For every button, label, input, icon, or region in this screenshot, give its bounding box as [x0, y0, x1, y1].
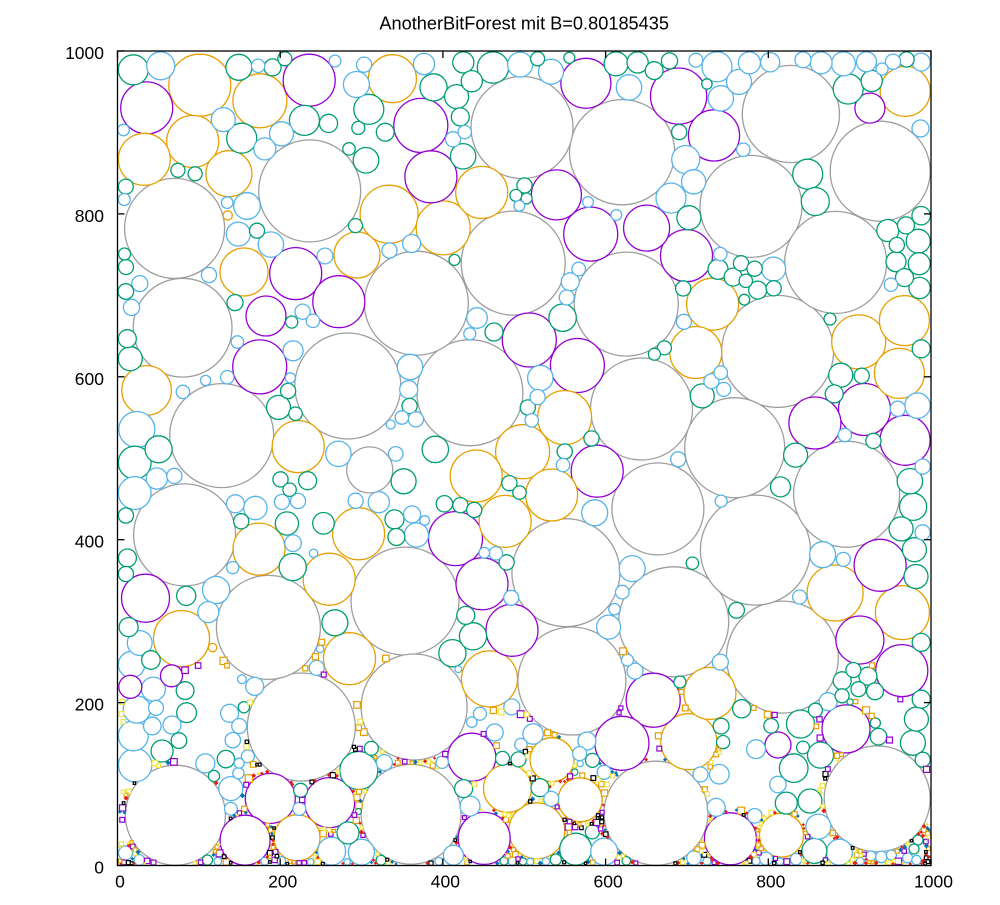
svg-text:600: 600	[593, 872, 622, 892]
svg-text:800: 800	[756, 872, 785, 892]
svg-text:400: 400	[75, 532, 104, 552]
svg-text:AnotherBitForest mit B=0.80185: AnotherBitForest mit B=0.80185435	[379, 14, 669, 34]
svg-text:1000: 1000	[65, 43, 104, 63]
svg-text:800: 800	[75, 206, 104, 226]
svg-text:200: 200	[268, 872, 297, 892]
svg-text:0: 0	[115, 872, 125, 892]
svg-text:200: 200	[75, 695, 104, 715]
svg-text:600: 600	[75, 369, 104, 389]
svg-text:0: 0	[94, 858, 104, 878]
svg-text:1000: 1000	[914, 872, 953, 892]
svg-text:400: 400	[431, 872, 460, 892]
